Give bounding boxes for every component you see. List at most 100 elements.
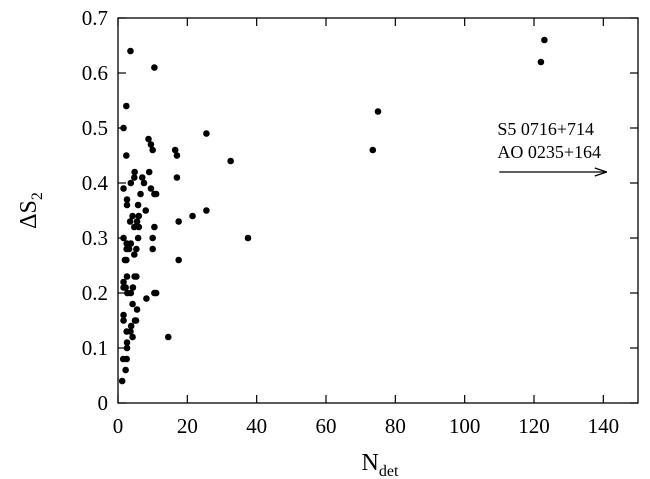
x-tick-label: 140 xyxy=(588,414,620,438)
data-point xyxy=(127,240,135,247)
data-point xyxy=(171,146,179,154)
data-points xyxy=(118,36,548,385)
data-point xyxy=(133,273,140,280)
data-point xyxy=(537,58,545,66)
data-point xyxy=(129,300,136,308)
x-tick-label: 120 xyxy=(518,414,550,438)
data-point xyxy=(126,218,134,225)
data-point xyxy=(227,157,234,165)
x-tick-label: 100 xyxy=(449,414,481,438)
data-point xyxy=(123,344,131,352)
annotation: S5 0716+714 AO 0235+164 xyxy=(497,119,607,177)
y-tick-label: 0.5 xyxy=(82,116,108,140)
data-point xyxy=(189,212,196,220)
x-tick-label: 0 xyxy=(113,414,124,438)
data-point xyxy=(369,146,377,154)
data-point xyxy=(164,333,172,341)
data-point xyxy=(127,289,135,297)
data-point xyxy=(140,179,148,187)
data-point xyxy=(151,223,158,231)
x-axis-label-main: N xyxy=(362,450,379,476)
y-tick-label: 0.1 xyxy=(82,336,108,360)
data-point xyxy=(125,245,133,253)
data-point xyxy=(203,130,210,137)
annotation-arrow-head xyxy=(594,167,607,177)
y-tick-label: 0.6 xyxy=(82,61,108,85)
data-point xyxy=(175,218,182,225)
data-point xyxy=(145,135,152,143)
data-point xyxy=(173,152,181,159)
data-point xyxy=(123,355,130,363)
data-point xyxy=(130,251,138,258)
data-point xyxy=(127,322,135,330)
data-point xyxy=(123,201,131,209)
data-point xyxy=(129,284,137,291)
data-point xyxy=(130,174,138,181)
data-point xyxy=(122,284,129,291)
data-point xyxy=(152,289,160,297)
x-axis-label-sub: det xyxy=(379,463,399,479)
data-point xyxy=(374,108,382,115)
data-point xyxy=(131,168,138,176)
y-tick-label: 0.3 xyxy=(82,226,108,250)
data-point xyxy=(173,174,181,181)
data-point xyxy=(145,168,153,176)
annotation-line: AO 0235+164 xyxy=(497,142,601,162)
x-tick-label: 60 xyxy=(316,414,337,438)
y-tick-label: 0.4 xyxy=(82,171,109,195)
data-point xyxy=(137,190,144,198)
x-tick-label: 80 xyxy=(385,414,406,438)
data-point xyxy=(175,256,182,264)
data-point xyxy=(147,141,155,148)
data-point xyxy=(203,207,210,214)
data-point xyxy=(149,234,156,242)
data-point xyxy=(123,196,131,203)
data-point xyxy=(127,47,134,55)
data-point xyxy=(129,212,136,220)
data-point xyxy=(123,102,130,110)
data-point xyxy=(131,317,139,324)
axis-labels: Ndet ΔS2 xyxy=(16,192,399,479)
data-point xyxy=(142,207,150,214)
data-point xyxy=(123,273,131,280)
data-point xyxy=(118,377,126,385)
data-point xyxy=(135,212,143,220)
data-point xyxy=(120,124,127,132)
data-point xyxy=(152,190,160,198)
data-point xyxy=(120,311,127,319)
annotation-line: S5 0716+714 xyxy=(497,119,594,139)
data-point xyxy=(133,218,141,225)
data-point xyxy=(138,174,146,181)
data-point xyxy=(134,234,142,242)
plot-frame xyxy=(117,17,639,404)
data-point xyxy=(541,36,548,44)
data-point xyxy=(123,256,130,264)
data-point xyxy=(120,278,127,286)
ticks: 0 20 40 60 80 100 120 140 0 0.1 0.2 0.3 0.4 0.5 0.6 0.7 xyxy=(82,6,638,438)
x-tick-label: 40 xyxy=(246,414,267,438)
data-point xyxy=(120,234,127,242)
y-axis-label-main: ΔS xyxy=(16,200,42,229)
y-axis-label: ΔS2 xyxy=(16,192,46,229)
data-point xyxy=(149,146,156,154)
data-point xyxy=(122,366,129,374)
data-point xyxy=(147,185,155,192)
y-tick-label: 0.2 xyxy=(82,281,108,305)
axes xyxy=(117,17,639,404)
y-axis-label-sub: 2 xyxy=(29,192,46,200)
data-point xyxy=(129,333,136,341)
data-point xyxy=(127,328,134,335)
x-tick-label: 20 xyxy=(177,414,198,438)
data-point xyxy=(135,223,143,231)
data-point xyxy=(143,295,150,302)
data-point xyxy=(133,306,141,313)
data-point xyxy=(151,64,158,71)
data-point xyxy=(149,245,156,253)
data-point xyxy=(123,152,130,159)
data-point xyxy=(134,201,142,209)
data-point xyxy=(120,185,127,192)
x-axis-label: Ndet xyxy=(362,450,399,479)
data-point xyxy=(123,339,131,346)
data-point xyxy=(127,179,135,187)
